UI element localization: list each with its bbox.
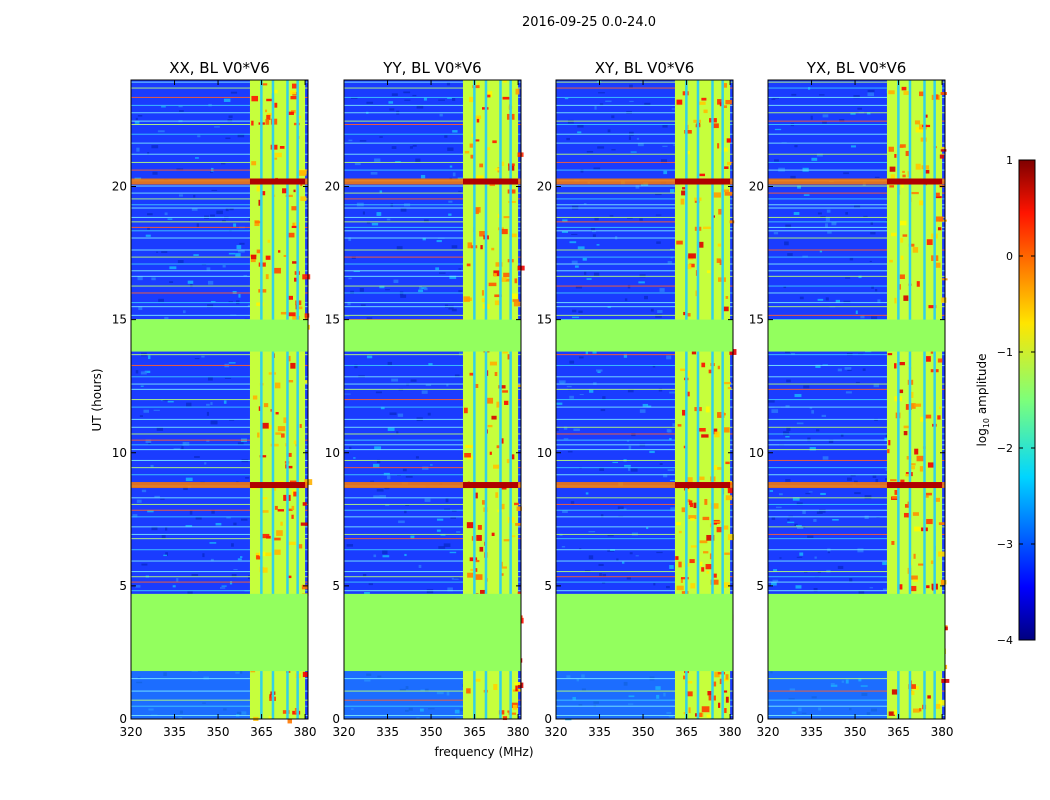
x-tick-label: 320 — [333, 725, 356, 739]
strong-rfi-core — [249, 482, 306, 489]
y-tick-label: 20 — [749, 180, 764, 194]
y-tick-label: 10 — [749, 446, 764, 460]
y-tick-label: 5 — [544, 579, 552, 593]
y-tick-label: 0 — [544, 712, 552, 726]
y-tick-label: 20 — [325, 180, 340, 194]
colorbar-ticks: 1 0 −1 −2 −3 −4 — [997, 154, 1035, 647]
y-tick-label: 10 — [325, 446, 340, 460]
x-tick-label: 350 — [632, 725, 655, 739]
x-tick-label: 380 — [719, 725, 742, 739]
strong-rfi-core — [886, 482, 943, 489]
x-tick-label: 350 — [420, 725, 443, 739]
y-tick-label: 20 — [112, 180, 127, 194]
strong-rfi-core — [886, 178, 943, 185]
panel-title: YX, BL V0*V6 — [806, 59, 907, 77]
y-tick-label: 5 — [756, 579, 764, 593]
strong-rfi — [131, 482, 308, 489]
y-tick-label: 20 — [537, 180, 552, 194]
strong-rfi-core — [249, 178, 306, 185]
x-tick-label: 320 — [120, 725, 143, 739]
x-tick-label: 335 — [800, 725, 823, 739]
strong-rfi — [131, 178, 308, 185]
masked-time-range — [344, 319, 521, 352]
y-tick-label: 15 — [749, 313, 764, 327]
strong-rfi-core — [462, 482, 519, 489]
panel-frame — [767, 79, 946, 720]
panel-frame — [555, 79, 734, 720]
strong-rfi-core — [674, 178, 731, 185]
x-axis-label: frequency (MHz) — [434, 745, 533, 759]
strong-rfi — [556, 482, 733, 489]
x-tick-label: 365 — [675, 725, 698, 739]
strong-rfi-core — [462, 178, 519, 185]
figure-title: 2016-09-25 0.0-24.0 — [522, 15, 656, 30]
y-tick-label: 10 — [537, 446, 552, 460]
panel-title: YY, BL V0*V6 — [382, 59, 481, 77]
panel-4: YX, BL V0*V6 320 335 350 365 380 0 5 10 15 20 — [749, 59, 954, 739]
x-tick-label: 335 — [376, 725, 399, 739]
colorbar-tick-label: 1 — [1006, 154, 1013, 167]
panel-2: YY, BL V0*V6 320 335 350 365 380 0 5 10 15 20 — [325, 59, 530, 739]
colorbar-tick-label: −2 — [997, 442, 1013, 455]
x-tick-label: 320 — [545, 725, 568, 739]
colorbar: 1 0 −1 −2 −3 −4 log10 amplitude — [975, 154, 1036, 647]
x-tick-label: 365 — [250, 725, 273, 739]
masked-time-range — [556, 319, 733, 352]
masked-time-range — [131, 319, 308, 352]
panel-1: XX, BL V0*V6 320 335 350 365 380 0 5 10 15 20 — [112, 59, 317, 739]
y-tick-label: 5 — [119, 579, 127, 593]
y-tick-label: 10 — [112, 446, 127, 460]
masked-time-range — [556, 593, 733, 672]
strong-rfi — [768, 482, 945, 489]
strong-rfi — [344, 178, 521, 185]
strong-rfi-core — [674, 482, 731, 489]
x-tick-label: 380 — [931, 725, 954, 739]
masked-time-range — [131, 593, 308, 672]
panel-frame — [130, 79, 309, 720]
y-tick-label: 15 — [325, 313, 340, 327]
y-tick-label: 15 — [112, 313, 127, 327]
masked-time-range — [344, 593, 521, 672]
x-tick-label: 350 — [207, 725, 230, 739]
x-tick-label: 335 — [163, 725, 186, 739]
x-tick-label: 335 — [588, 725, 611, 739]
x-tick-label: 320 — [757, 725, 780, 739]
colorbar-gradient — [1018, 159, 1036, 641]
colorbar-tick-label: −3 — [997, 538, 1013, 551]
panel-frame — [343, 79, 522, 720]
x-tick-label: 380 — [507, 725, 530, 739]
y-tick-label: 0 — [756, 712, 764, 726]
x-tick-label: 380 — [294, 725, 317, 739]
colorbar-label: log10 amplitude — [975, 354, 991, 447]
x-tick-label: 350 — [844, 725, 867, 739]
colorbar-tick-label: −4 — [997, 634, 1013, 647]
x-tick-label: 365 — [463, 725, 486, 739]
strong-rfi — [768, 178, 945, 185]
panel-title: XY, BL V0*V6 — [595, 59, 695, 77]
colorbar-tick-label: −1 — [997, 346, 1013, 359]
colorbar-tick-label: 0 — [1006, 250, 1013, 263]
panel-3: XY, BL V0*V6 320 335 350 365 380 0 5 10 15 20 — [537, 59, 742, 739]
strong-rfi — [556, 178, 733, 185]
y-tick-label: 0 — [332, 712, 340, 726]
masked-time-range — [768, 319, 945, 352]
masked-time-range — [768, 593, 945, 672]
panel-title: XX, BL V0*V6 — [169, 59, 270, 77]
y-tick-label: 5 — [332, 579, 340, 593]
x-tick-label: 365 — [887, 725, 910, 739]
strong-rfi — [344, 482, 521, 489]
y-axis-label: UT (hours) — [90, 368, 104, 431]
y-tick-label: 0 — [119, 712, 127, 726]
y-tick-label: 15 — [537, 313, 552, 327]
